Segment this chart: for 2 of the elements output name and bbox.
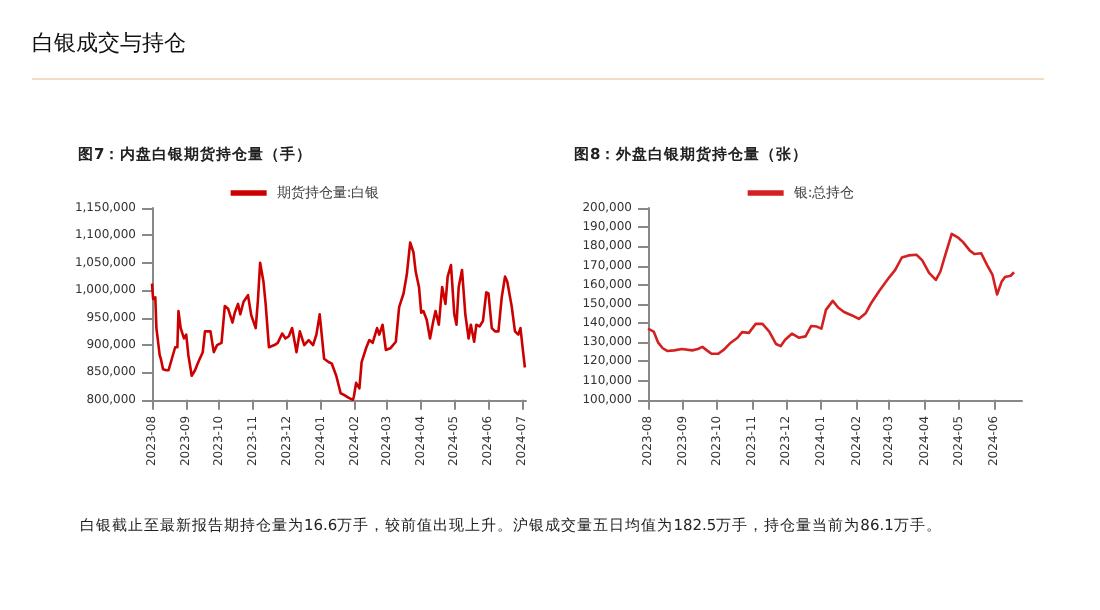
line-series <box>646 232 1016 356</box>
text: 白银成交与持仓 <box>32 30 186 56</box>
